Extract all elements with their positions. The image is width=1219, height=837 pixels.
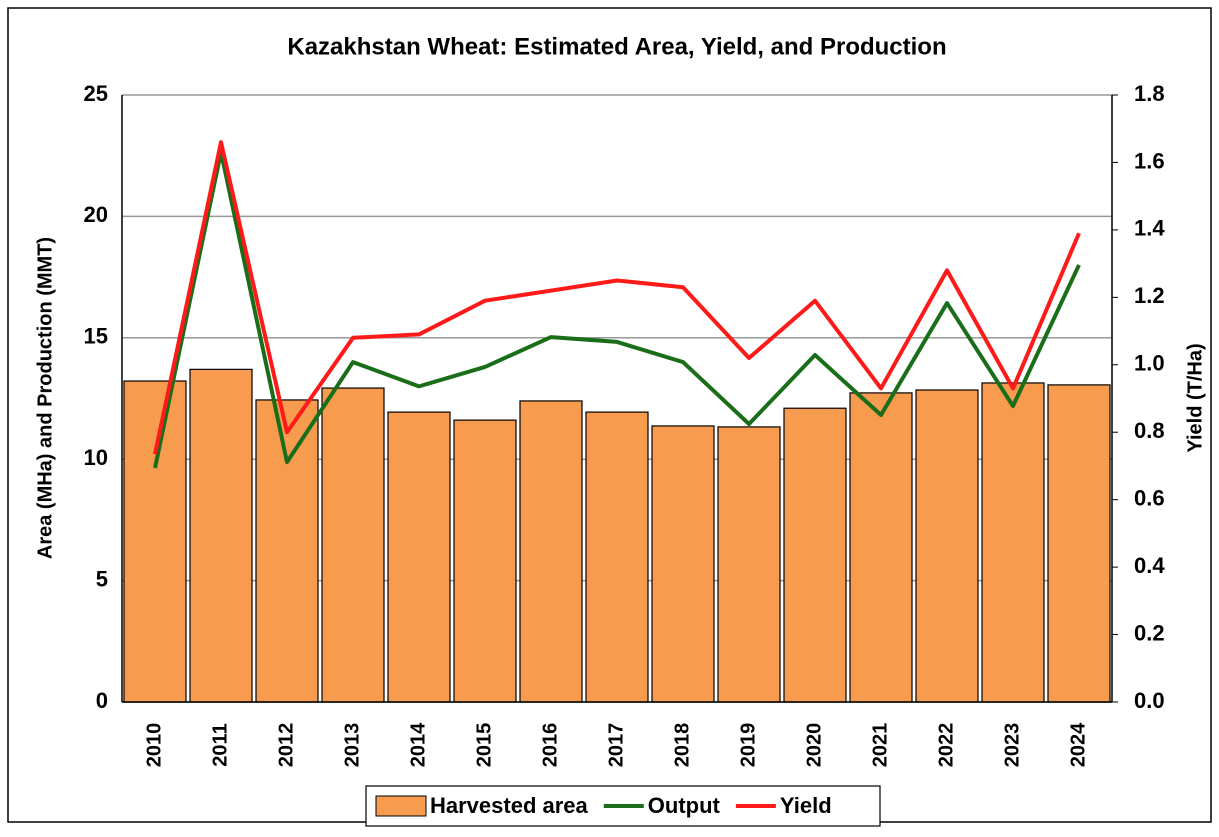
bar [255,399,319,703]
y-tick-label: 0 [96,688,108,713]
x-tick-label: 2024 [1067,722,1089,767]
x-tick-label: 2021 [869,723,891,768]
y2-tick-label: 1.0 [1134,351,1165,376]
y-tick-label: 20 [84,202,108,227]
bar [783,407,847,703]
bar [387,411,451,703]
x-tick-label: 2013 [341,723,363,768]
bar [189,368,253,703]
x-tick-label: 2019 [737,723,759,768]
bar [123,380,187,703]
y-tick-label: 5 [96,566,108,591]
bar [717,426,781,703]
bar [453,419,517,703]
y-tick-label: 15 [84,324,108,349]
x-tick-label: 2014 [407,722,429,767]
y2-axis-title: Yield (T/Ha) [1184,343,1206,452]
line-1 [153,150,1081,469]
x-tick-label: 2017 [605,723,627,768]
y2-tick-label: 0.4 [1134,553,1165,578]
bar [915,389,979,703]
legend-label: Output [648,793,721,818]
chart-title: Kazakhstan Wheat: Estimated Area, Yield,… [287,33,946,60]
bar [651,425,715,703]
y-axis-title: Area (MHa) and Production (MMT) [34,237,56,559]
y2-tick-label: 1.6 [1134,148,1165,173]
x-tick-label: 2015 [473,723,495,768]
bar [1047,384,1111,703]
y2-tick-label: 1.8 [1134,81,1165,106]
line-2 [153,140,1081,455]
x-tick-label: 2011 [209,723,231,766]
y2-tick-label: 0.8 [1134,418,1165,443]
y2-tick-label: 1.4 [1134,216,1165,241]
y2-tick-label: 1.2 [1134,283,1165,308]
legend-label: Yield [780,793,832,818]
bar [519,400,583,703]
x-tick-label: 2022 [935,723,957,768]
bar [321,387,385,703]
bar [585,411,649,703]
legend-label: Harvested area [430,793,589,818]
x-tick-label: 2020 [803,723,825,768]
x-tick-label: 2012 [275,723,297,768]
x-tick-label: 2018 [671,723,693,768]
y2-tick-label: 0.0 [1134,688,1165,713]
y-tick-label: 25 [84,81,108,106]
x-tick-label: 2023 [1001,723,1023,768]
bar [981,382,1045,703]
y2-tick-label: 0.2 [1134,620,1165,645]
y2-tick-label: 0.6 [1134,485,1165,510]
bar [849,392,913,703]
legend-swatch [375,795,427,817]
x-tick-label: 2016 [539,723,561,768]
y-tick-label: 10 [84,445,108,470]
x-tick-label: 2010 [143,723,165,768]
